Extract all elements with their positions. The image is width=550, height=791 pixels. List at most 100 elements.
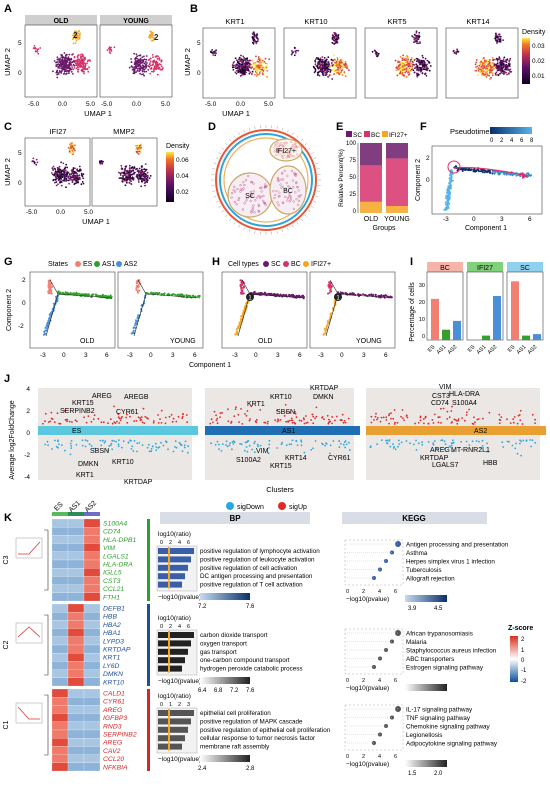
k-heat-cell: [67, 568, 85, 577]
cell-point: [484, 59, 486, 62]
cell-point: [131, 177, 134, 180]
cell-point: [478, 69, 481, 72]
i-xtick: AS2: [487, 344, 499, 356]
cell-point: [52, 70, 54, 73]
ring-tick: [304, 143, 308, 146]
c-legend-title: Density: [166, 143, 190, 150]
k-col-annot: [52, 512, 68, 516]
cell-point: [421, 61, 423, 64]
cell-point: [255, 67, 258, 69]
cell-point: [452, 50, 455, 52]
j-gene-point: [268, 443, 271, 446]
cell-point: [66, 53, 68, 56]
i-bar: [442, 329, 450, 340]
cell-point: [151, 39, 154, 42]
cell-point: [248, 59, 251, 62]
d-cell: [286, 174, 289, 177]
f-cell: [448, 198, 451, 201]
j-gene-point: [47, 444, 49, 446]
cell-point: [62, 162, 65, 165]
cell-point: [318, 59, 321, 61]
j-gene-point: [513, 416, 516, 418]
panel-letter-i: I: [410, 256, 413, 268]
j-gene-point: [382, 416, 385, 419]
cell-point: [83, 62, 86, 65]
cell-point: [70, 144, 73, 147]
cell-point: [495, 66, 497, 69]
cell-point: [57, 65, 60, 68]
f-trajectory-arrow: [453, 166, 529, 177]
cell-point: [508, 65, 511, 68]
cell-point: [73, 170, 76, 173]
j-gene-point: [534, 441, 537, 444]
cell-point: [337, 59, 340, 61]
j-gene-point: [164, 422, 167, 425]
cell-point: [63, 177, 66, 180]
j-gene-point: [398, 443, 401, 445]
j-gene-point: [348, 441, 350, 444]
cell-point: [81, 175, 84, 177]
traj-cell: [135, 280, 138, 283]
traj-cell: [46, 327, 48, 330]
f-arrowhead: [522, 172, 528, 179]
cell-point: [106, 49, 109, 51]
j-cluster-band: [38, 426, 198, 435]
cell-point: [66, 66, 68, 69]
f-cell: [486, 171, 489, 174]
j-gene-point: [521, 423, 524, 425]
cell-point: [143, 68, 146, 71]
ring-tick: [229, 138, 232, 142]
cell-point: [67, 176, 69, 179]
cell-point: [320, 69, 322, 72]
cell-point: [143, 168, 146, 171]
cell-point: [125, 165, 128, 168]
j-gene-point: [427, 422, 430, 425]
h-young-frame: [309, 271, 396, 349]
cell-point: [480, 65, 483, 68]
cell-point: [72, 73, 74, 75]
j-gene-point: [323, 418, 325, 421]
cell-point: [330, 62, 333, 64]
cell-point: [80, 62, 82, 65]
j-gene-point: [119, 419, 122, 422]
cell-point: [243, 57, 246, 59]
cell-point: [401, 67, 404, 70]
cell-point: [495, 63, 498, 66]
j-gene-point: [502, 446, 505, 448]
cell-point: [160, 60, 163, 63]
d-cell: [264, 185, 267, 188]
j-gene-point: [229, 442, 231, 445]
cell-point: [77, 54, 80, 57]
cell-point: [155, 60, 158, 63]
j-gene-point: [140, 416, 143, 419]
g-xtick-4: 6: [105, 352, 109, 359]
ring-tick: [300, 138, 303, 142]
j-gene-point: [69, 442, 72, 445]
j-gene-label: VIM: [439, 384, 452, 391]
j-gene-point: [111, 439, 114, 442]
cell-point: [35, 163, 38, 166]
cell-point: [254, 73, 256, 76]
j-gene-point: [440, 407, 442, 410]
j-gene-point: [102, 421, 105, 424]
cell-point: [73, 172, 75, 175]
cell-point: [62, 68, 65, 71]
d-cell: [287, 150, 290, 153]
cell-point: [340, 68, 343, 70]
a-xtick-1: -5.0: [28, 101, 40, 108]
ring-tick: [248, 127, 251, 131]
b-xtick-2: 0.0: [236, 101, 245, 108]
d-cell: [259, 186, 262, 190]
cell-point: [67, 146, 70, 149]
cell-point: [72, 68, 75, 71]
cell-point: [61, 55, 64, 58]
f-cell: [473, 169, 476, 171]
cell-point: [140, 166, 143, 169]
cell-point: [35, 47, 37, 50]
cell-point: [335, 41, 338, 44]
cell-point: [124, 169, 127, 172]
cell-point: [337, 61, 339, 64]
strip-old: [25, 15, 97, 25]
cell-point: [338, 62, 341, 64]
cell-point: [502, 39, 504, 41]
